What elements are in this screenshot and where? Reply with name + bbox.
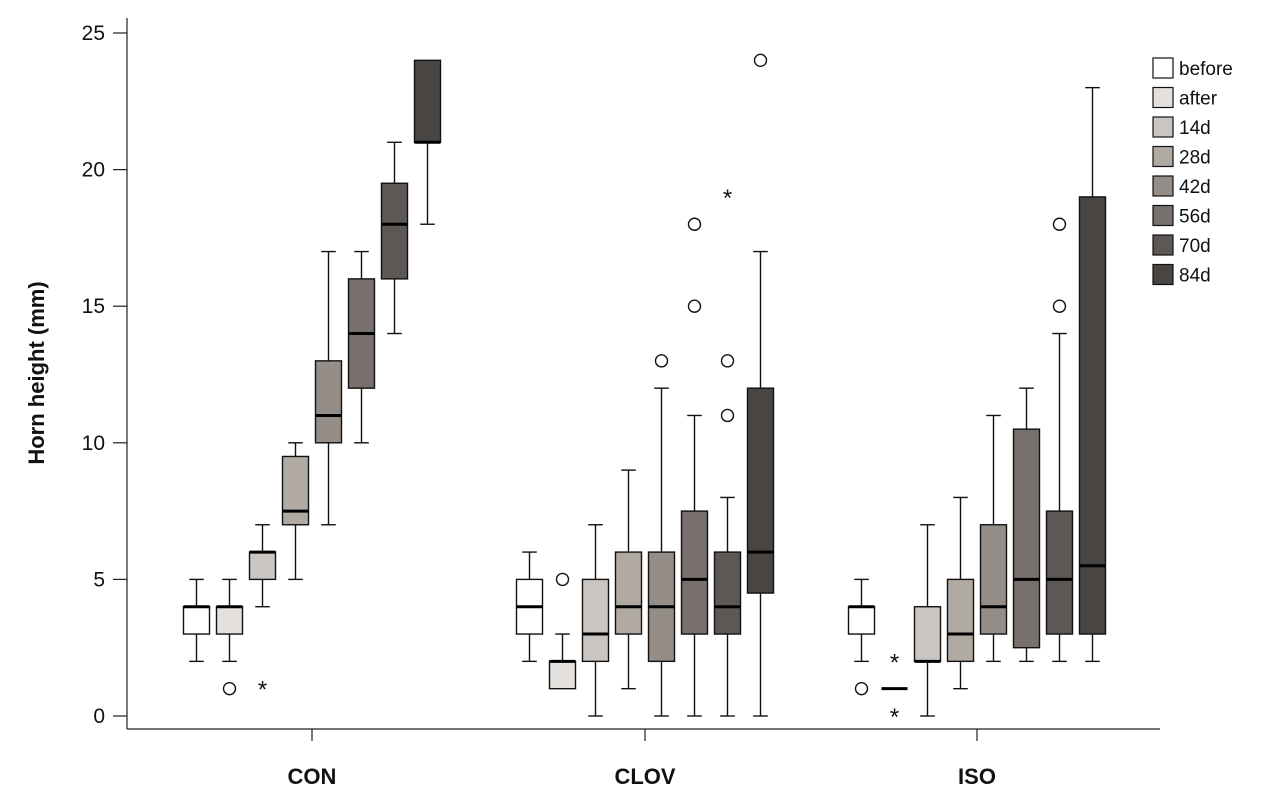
legend-swatch <box>1152 175 1174 197</box>
legend-label: 84d <box>1179 266 1211 287</box>
box-clov-28d <box>614 469 643 690</box>
box-clov-84d <box>746 53 775 717</box>
box-con-56d <box>347 250 376 444</box>
legend-swatch <box>1152 204 1174 227</box>
legend-item-56d: 56d <box>1152 204 1211 228</box>
box-body <box>215 606 244 635</box>
legend-swatch <box>1152 116 1174 138</box>
box-iso-42d <box>979 414 1008 663</box>
box-iso-28d <box>946 496 975 690</box>
outlier-marker <box>854 681 869 696</box>
outlier-marker <box>753 53 768 68</box>
legend-item-after: after <box>1152 86 1218 110</box>
box-iso-70d <box>1045 217 1074 663</box>
box-body <box>979 524 1008 635</box>
box-plots: **** <box>182 53 1107 731</box>
legend-label: 70d <box>1179 236 1211 257</box>
box-body <box>581 578 610 663</box>
extreme-marker: * <box>723 185 732 212</box>
x-group-label: CON <box>288 764 337 789</box>
box-clov-42d <box>647 354 676 717</box>
box-body <box>614 551 643 635</box>
x-group-label: ISO <box>958 764 996 789</box>
box-clov-before <box>515 551 544 663</box>
extreme-marker: * <box>890 649 899 676</box>
box-con-14d: * <box>248 524 277 704</box>
box-body <box>1078 196 1107 635</box>
box-iso-after: ** <box>881 649 908 731</box>
box-con-after <box>215 578 244 696</box>
box-iso-56d <box>1012 387 1041 663</box>
outlier-marker <box>687 217 702 231</box>
legend-swatch <box>1152 86 1174 109</box>
extreme-marker: * <box>258 677 267 704</box>
legend-swatch <box>1152 145 1174 168</box>
outlier-marker <box>1052 217 1067 231</box>
axes: 0 5 10 15 20 25 CON CLOV ISO <box>82 18 1160 789</box>
legend-swatch <box>1152 57 1174 79</box>
box-clov-14d <box>581 524 610 717</box>
y-tick-label: 0 <box>93 705 105 728</box>
legend: before after 14d 28d 42d 56d 70d 84d <box>1152 57 1233 287</box>
outlier-marker <box>1052 299 1067 313</box>
box-body <box>380 182 409 280</box>
y-axis-title: Horn height (mm) <box>24 281 49 464</box>
box-body <box>746 387 775 594</box>
box-con-before <box>182 578 211 663</box>
outlier-marker <box>654 354 669 368</box>
legend-label: 56d <box>1179 207 1211 228</box>
y-tick-label: 5 <box>93 568 105 591</box>
extreme-marker: * <box>890 704 899 731</box>
outlier-marker <box>720 408 735 423</box>
legend-item-84d: 84d <box>1152 263 1211 287</box>
y-tick-label: 20 <box>82 159 105 182</box>
box-body <box>713 551 742 635</box>
outlier-marker <box>222 681 237 696</box>
y-tick-label: 10 <box>82 432 105 455</box>
y-tick-label: 25 <box>82 22 105 45</box>
box-body <box>182 606 211 635</box>
box-body <box>946 578 975 663</box>
box-body <box>314 360 343 444</box>
legend-label: before <box>1179 59 1233 80</box>
legend-label: 42d <box>1179 177 1211 198</box>
legend-label: after <box>1179 89 1218 110</box>
legend-swatch <box>1152 234 1174 256</box>
outlier-marker <box>720 354 735 368</box>
box-con-28d <box>281 442 310 581</box>
y-tick-label: 15 <box>82 295 105 318</box>
box-iso-before <box>847 578 876 696</box>
box-con-42d <box>314 250 343 526</box>
x-group-label: CLOV <box>614 764 675 789</box>
legend-label: 28d <box>1179 148 1211 169</box>
box-body <box>680 510 709 635</box>
box-body <box>1045 510 1074 635</box>
legend-item-14d: 14d <box>1152 116 1211 139</box>
box-body <box>1012 428 1041 649</box>
legend-item-28d: 28d <box>1152 145 1211 169</box>
legend-item-42d: 42d <box>1152 175 1211 198</box>
box-clov-70d: * <box>713 185 742 717</box>
outlier-marker <box>555 572 570 587</box>
legend-swatch <box>1152 263 1174 286</box>
legend-item-70d: 70d <box>1152 234 1211 257</box>
box-con-70d <box>380 141 409 335</box>
box-con-84d <box>413 59 442 225</box>
box-body <box>847 606 876 635</box>
box-body <box>281 455 310 526</box>
legend-item-before: before <box>1152 57 1233 80</box>
box-body <box>413 59 442 143</box>
box-body <box>248 551 277 581</box>
box-body <box>548 660 577 690</box>
outlier-marker <box>687 299 702 313</box>
box-iso-14d <box>913 524 942 717</box>
box-iso-84d <box>1078 86 1107 663</box>
box-clov-56d <box>680 217 709 717</box>
box-clov-after <box>548 572 577 690</box>
legend-label: 14d <box>1179 118 1211 139</box>
box-body <box>913 606 942 663</box>
